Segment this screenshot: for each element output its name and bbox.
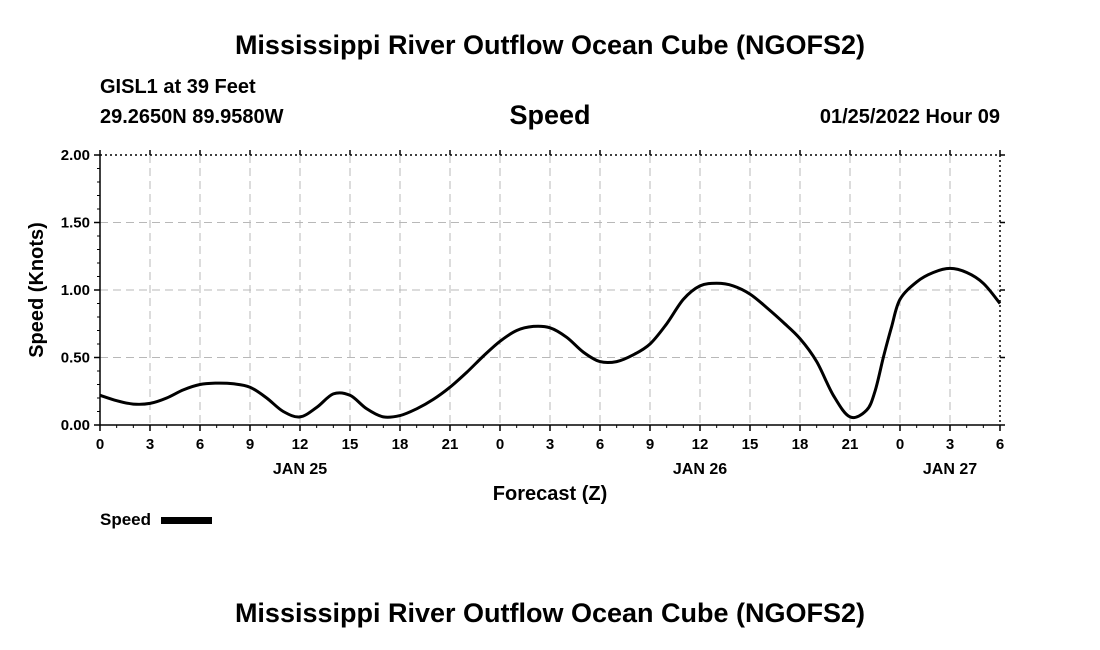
x-tick-label: 9 — [246, 436, 254, 453]
x-tick-label: 6 — [996, 436, 1004, 453]
legend: Speed — [100, 510, 212, 529]
y-tick-label: 0.00 — [61, 417, 90, 434]
chart-subtitle: Speed — [509, 100, 591, 130]
x-tick-label: 3 — [146, 436, 154, 453]
legend-label: Speed — [100, 510, 151, 529]
x-tick-label: 21 — [442, 436, 459, 453]
x-tick-label: 3 — [546, 436, 554, 453]
day-label: JAN 26 — [673, 461, 727, 478]
y-axis-label: Speed (Knots) — [26, 222, 48, 358]
station-label: GISL1 at 39 Feet — [100, 76, 256, 98]
x-tick-label: 6 — [196, 436, 204, 453]
legend-swatch — [161, 517, 212, 524]
day-label: JAN 27 — [923, 461, 977, 478]
tick-labels: 0 3 6 9 12 15 18 21 0 3 6 9 12 15 18 21 0 3 6 0.00 0.50 1.00 1… — [61, 147, 1004, 478]
y-tick-label: 0.50 — [61, 350, 90, 367]
y-tick-label: 2.00 — [61, 147, 90, 164]
grid — [100, 155, 1000, 425]
chart-title: Mississippi River Outflow Ocean Cube (NG… — [234, 30, 866, 60]
x-tick-label: 3 — [946, 436, 954, 453]
x-tick-label: 18 — [392, 436, 409, 453]
station-coordinates: 29.2650N 89.9580W — [100, 106, 284, 128]
speed-series-line — [99, 266, 1002, 420]
x-tick-label: 12 — [692, 436, 709, 453]
x-tick-label: 21 — [842, 436, 859, 453]
x-tick-label: 18 — [792, 436, 809, 453]
y-tick-label: 1.00 — [61, 282, 90, 299]
y-tick-label: 1.50 — [61, 215, 90, 232]
x-tick-label: 6 — [596, 436, 604, 453]
ticks — [94, 150, 1005, 431]
footer-title: Mississippi River Outflow Ocean Cube (NG… — [234, 598, 866, 628]
x-tick-label: 15 — [742, 436, 759, 453]
x-tick-label: 9 — [646, 436, 654, 453]
x-tick-label: 0 — [496, 436, 504, 453]
x-tick-label: 12 — [292, 436, 309, 453]
x-tick-label: 15 — [342, 436, 359, 453]
x-tick-label: 0 — [96, 436, 104, 453]
series — [99, 266, 1002, 420]
day-label: JAN 25 — [273, 461, 327, 478]
x-axis-label: Forecast (Z) — [493, 483, 607, 505]
forecast-datetime: 01/25/2022 Hour 09 — [819, 106, 1000, 128]
x-tick-label: 0 — [896, 436, 904, 453]
